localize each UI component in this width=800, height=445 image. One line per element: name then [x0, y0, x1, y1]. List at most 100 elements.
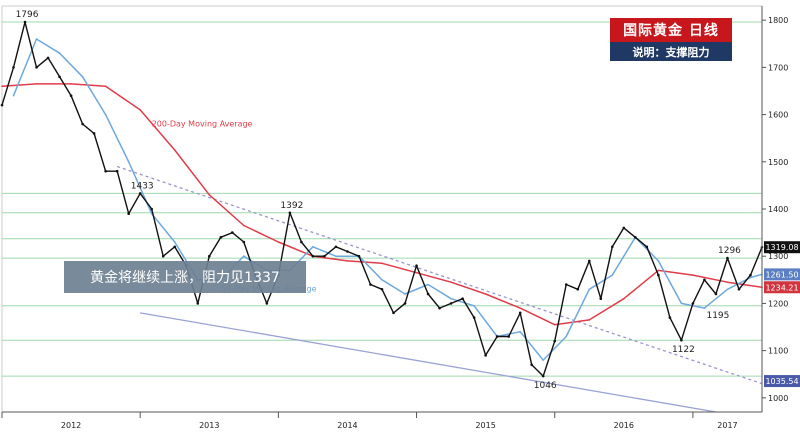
- series-ma200-point: [243, 224, 245, 227]
- series-ma50-point: [726, 288, 729, 291]
- series-ma50-line: [12, 38, 763, 361]
- series-price-point: [668, 316, 672, 319]
- price-label-1195: 1195: [706, 311, 729, 321]
- series-ma50-point: [335, 255, 337, 258]
- series-price-point: [587, 259, 591, 263]
- series-ma200-point: [657, 269, 660, 272]
- series-label-ma200: 200-Day Moving Average: [152, 119, 253, 128]
- value-badge-label: 1035.54: [765, 377, 798, 386]
- x-tick-label: 2012: [61, 421, 81, 430]
- series-price-point: [242, 240, 246, 244]
- series-ma50-point: [312, 245, 314, 248]
- series-price-point: [599, 297, 603, 300]
- series-ma50-point: [35, 38, 38, 40]
- series-ma200-point: [1, 85, 3, 88]
- series-ma200-point: [35, 83, 38, 85]
- series-ma50-point: [519, 330, 521, 333]
- series-price-point: [58, 75, 61, 79]
- series-price-point: [219, 236, 223, 239]
- series-price-point: [645, 245, 649, 249]
- series-price-point: [726, 256, 729, 260]
- series-price-point: [0, 103, 4, 107]
- series-price-point: [392, 311, 395, 315]
- series-price-point: [334, 245, 338, 249]
- series-ma200-point: [726, 281, 729, 283]
- chart-subtitle: 说明：支撑阻力: [610, 42, 732, 61]
- series-ma200-point: [139, 109, 141, 111]
- series-price-point: [691, 302, 695, 305]
- series-ma50-point: [542, 359, 545, 361]
- trendline-support: [140, 312, 717, 413]
- price-label-1433: 1433: [131, 181, 154, 191]
- series-price-point: [541, 374, 545, 378]
- x-tick-label: 2015: [475, 421, 495, 430]
- series-ma50-point: [404, 293, 406, 295]
- series-ma200-point: [415, 271, 418, 274]
- series-ma200-point: [104, 85, 107, 88]
- chart-title: 国际黄金 日线: [610, 18, 732, 42]
- series-price-point: [657, 273, 660, 277]
- series-price-point: [92, 132, 96, 135]
- x-tick-label: 2017: [717, 421, 737, 430]
- value-badge-bg: [764, 241, 800, 254]
- value-badge-bg: [764, 375, 800, 388]
- series-ma50-point: [104, 113, 107, 116]
- series-price-point: [35, 66, 38, 69]
- series-price-point: [380, 287, 384, 291]
- value-badge-label: 1234.21: [765, 283, 798, 292]
- callout-note: 黄金将继续上涨，阻力见1337: [64, 261, 306, 293]
- x-tick-label: 2014: [337, 421, 357, 430]
- series-ma50-point: [173, 241, 176, 243]
- series-price-point: [426, 292, 430, 296]
- series-ma200-point: [553, 323, 556, 326]
- series-price-point: [553, 339, 557, 343]
- series-price-point: [265, 302, 269, 305]
- series-price-point: [461, 297, 464, 300]
- series-ma200-point: [692, 274, 694, 276]
- series-ma50-point: [243, 255, 245, 258]
- series-price-point: [703, 278, 706, 282]
- series-price-point: [207, 254, 211, 258]
- series-ma200-point: [519, 307, 521, 309]
- series-price-point: [196, 302, 200, 305]
- series-ma200-point: [346, 260, 349, 262]
- series-price-point: [495, 335, 499, 338]
- series-price-point: [69, 94, 73, 97]
- price-label-1296: 1296: [718, 246, 741, 256]
- series-price-point: [438, 306, 441, 310]
- series-price-point: [611, 245, 614, 249]
- series-price-point: [634, 236, 637, 239]
- series-ma200-point: [70, 83, 72, 85]
- series-ma50-point: [427, 283, 429, 286]
- series-ma50-point: [450, 297, 452, 300]
- value-badge-bg: [764, 281, 800, 294]
- series-price-point: [369, 283, 372, 286]
- series-price-point: [622, 226, 626, 230]
- y-tick-label: 1500: [768, 158, 788, 167]
- y-tick-label: 1100: [768, 347, 788, 356]
- series-price-point: [680, 338, 683, 342]
- series-ma50-point: [12, 94, 15, 97]
- series-price-point: [104, 169, 107, 173]
- series-price-point: [127, 212, 130, 216]
- series-price-point: [173, 245, 177, 249]
- price-label-1392: 1392: [280, 201, 303, 211]
- price-label-1122: 1122: [672, 345, 695, 355]
- series-price-point: [714, 292, 718, 296]
- series-price-point: [12, 66, 15, 69]
- series-price-point: [484, 354, 487, 357]
- series-ma200-point: [450, 281, 452, 283]
- series-price-point: [311, 254, 315, 258]
- series-price-point: [415, 264, 418, 267]
- series-ma50-point: [703, 307, 706, 309]
- value-badge-bg: [764, 268, 800, 281]
- series-ma200-point: [208, 194, 211, 196]
- plot-area: [1, 5, 763, 413]
- series-ma50-point: [58, 52, 61, 55]
- series-price-point: [564, 283, 568, 286]
- series-ma50-point: [381, 279, 383, 281]
- series-ma50-point: [565, 335, 568, 338]
- series-ma200-point: [623, 297, 625, 300]
